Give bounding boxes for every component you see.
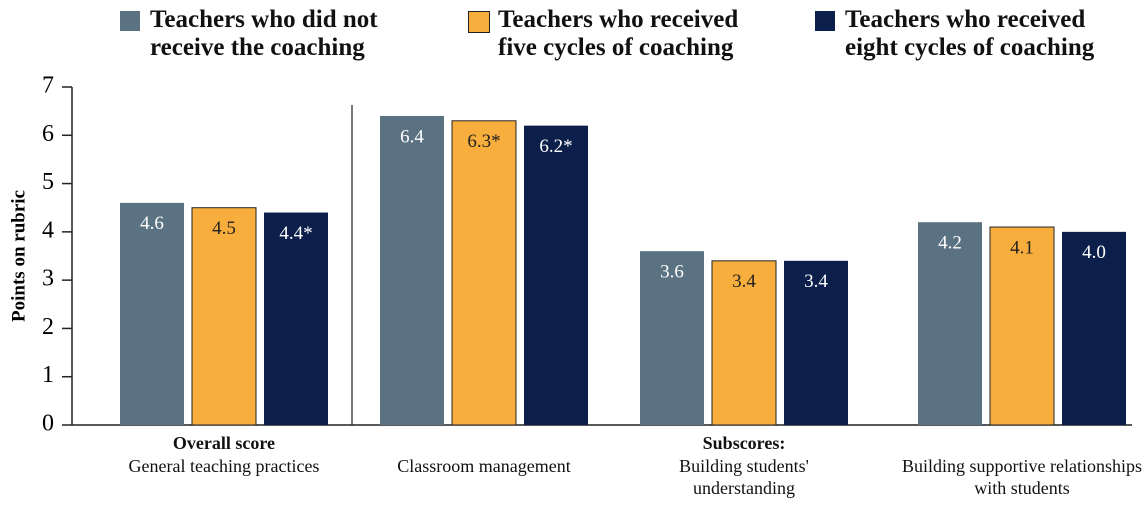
legend-label: Teachers who received eight cycles of co… — [845, 6, 1095, 61]
bar — [120, 202, 184, 425]
y-tick-label: 4 — [42, 217, 54, 243]
value-label: 3.4 — [732, 271, 756, 292]
bar — [380, 115, 444, 425]
bar — [711, 260, 777, 426]
value-label: 6.3* — [467, 131, 500, 152]
value-label: 4.0 — [1082, 242, 1106, 263]
bar — [264, 212, 328, 425]
y-tick-label: 1 — [42, 362, 54, 388]
x-tick-label: Building supportive relationships with s… — [902, 456, 1142, 498]
bar — [524, 125, 588, 425]
x-tick-label: General teaching practices — [128, 456, 320, 476]
y-tick-label: 5 — [42, 169, 54, 195]
bar — [784, 260, 848, 425]
bar — [640, 251, 704, 425]
value-label: 4.6 — [140, 213, 164, 234]
y-axis-label: Points on rubric — [8, 190, 29, 322]
bar — [191, 207, 257, 426]
legend-label: Teachers who did not receive the coachin… — [150, 6, 378, 61]
value-label: 3.6 — [660, 262, 684, 283]
legend-swatch — [815, 11, 835, 31]
legend-label: Teachers who received five cycles of coa… — [498, 6, 739, 61]
value-label: 3.4 — [804, 271, 828, 292]
x-tick-label: Classroom management — [397, 456, 571, 476]
y-tick-label: 6 — [42, 121, 54, 147]
bar — [989, 226, 1055, 426]
y-tick-label: 0 — [42, 411, 54, 437]
y-tick-label: 7 — [42, 73, 54, 99]
legend-swatch — [468, 11, 490, 33]
bar — [451, 120, 517, 426]
legend-swatch — [120, 11, 140, 31]
group-label: Overall score — [172, 433, 276, 453]
y-tick-label: 2 — [42, 314, 54, 340]
group-label: Subscores: — [702, 433, 786, 453]
value-label: 6.4 — [400, 126, 424, 147]
bar — [918, 222, 982, 425]
y-tick-label: 3 — [42, 266, 54, 292]
value-label: 4.1 — [1010, 237, 1034, 258]
x-tick-label: Building students' understanding — [679, 456, 809, 498]
value-label: 4.4* — [279, 223, 312, 244]
value-label: 4.2 — [938, 233, 962, 254]
value-label: 6.2* — [539, 136, 572, 157]
value-label: 4.5 — [212, 218, 236, 239]
bar — [1062, 231, 1126, 425]
